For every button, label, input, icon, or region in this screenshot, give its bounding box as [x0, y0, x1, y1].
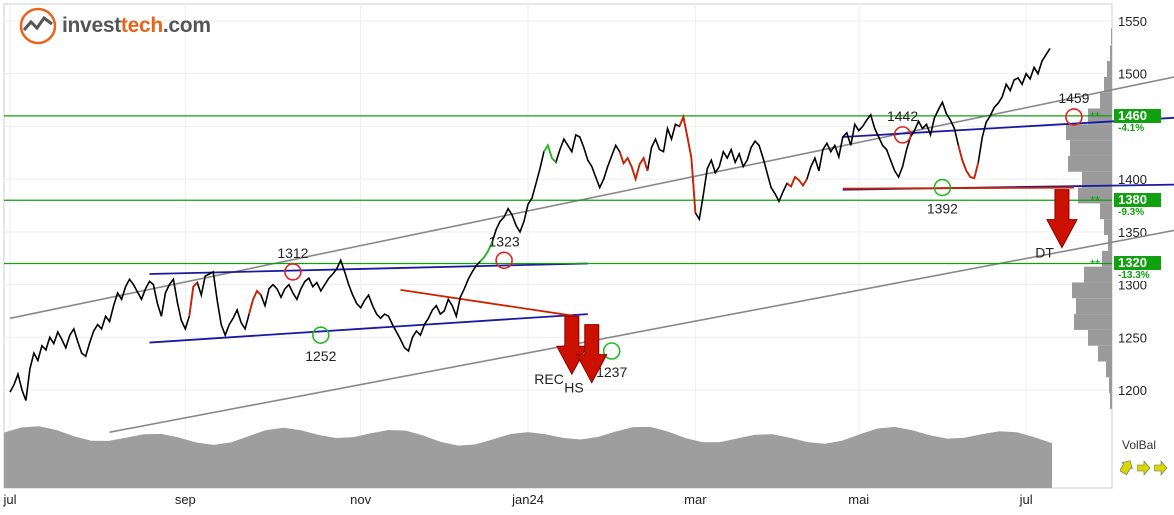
- volume-profile-bar: [1104, 219, 1112, 236]
- volbal-label: VolBal: [1122, 438, 1157, 452]
- price-line: [9, 47, 1051, 401]
- yellow-arrow-right-icon: [1154, 460, 1168, 476]
- trend-line: [842, 116, 1174, 138]
- price-level-value: 1460: [1118, 107, 1147, 123]
- bottom-marker: [933, 178, 952, 197]
- level-asterisk-marker: **: [1090, 109, 1100, 124]
- volume-profile-bar: [1110, 45, 1112, 62]
- volume-profile-bar: [1072, 282, 1112, 299]
- top-marker: [284, 263, 302, 281]
- top-value-label: 1312: [277, 245, 308, 261]
- trend-line: [109, 229, 1174, 433]
- top-value-label: 1459: [1058, 90, 1089, 106]
- price-line-green-segment: [543, 143, 557, 163]
- volume-balance-area: [4, 426, 1052, 488]
- volume-profile-bar: [1076, 298, 1112, 315]
- price-level-percent: -9.3%: [1114, 207, 1161, 219]
- bottom-value-label: 1237: [596, 364, 627, 380]
- y-tick-label: 1400: [1118, 172, 1147, 187]
- volume-profile-bar: [1082, 171, 1112, 188]
- price-level-tag: 1460 -4.1%: [1114, 107, 1161, 134]
- bottom-value-label: 1252: [305, 348, 336, 364]
- bottom-value-label: 1392: [927, 201, 958, 217]
- volume-profile-bar: [1098, 345, 1112, 362]
- price-line-red-segment: [248, 289, 262, 315]
- investtech-logo-icon: [19, 7, 57, 45]
- volume-profile-bar: [1088, 329, 1112, 346]
- sell-signal-label: HS: [564, 380, 583, 396]
- y-tick-label: 1200: [1118, 383, 1147, 398]
- yellow-arrow-right-icon: [1137, 460, 1151, 476]
- x-tick-label: mar: [684, 492, 707, 507]
- investtech-logo: investtech.com: [18, 6, 211, 46]
- logo-text: investtech.com: [62, 14, 211, 37]
- yellow-arrow-up-right-icon: [1120, 460, 1133, 476]
- sell-signal-label: DT: [1035, 245, 1054, 261]
- price-level-tag: 1380 -9.3%: [1114, 192, 1161, 219]
- y-tick-label: 1500: [1118, 67, 1147, 82]
- volume-profile-bar: [1070, 140, 1112, 156]
- y-tick-label: 1550: [1118, 14, 1147, 29]
- volume-profile-bar: [1109, 377, 1112, 394]
- plot-frame: [3, 3, 1113, 489]
- top-marker: [495, 251, 513, 270]
- volume-profile-bar: [1107, 61, 1112, 77]
- x-tick-label: nov: [350, 492, 371, 507]
- trend-line: [842, 186, 1074, 190]
- sell-signal-arrow: [1046, 189, 1078, 249]
- x-tick-label: jul: [1019, 492, 1033, 507]
- x-tick-label: mai: [848, 492, 869, 507]
- price-level-tag: 1320 -13.3%: [1114, 255, 1161, 282]
- volume-profile-bar: [1102, 250, 1112, 267]
- volume-profile-bar: [1106, 361, 1112, 378]
- y-tick-label: 1350: [1118, 225, 1147, 240]
- x-tick-label: sep: [175, 492, 196, 507]
- price-line-green-segment: [479, 242, 493, 263]
- trend-line: [9, 76, 1174, 320]
- volume-profile-bar: [1078, 187, 1112, 204]
- volume-profile-bar: [1084, 266, 1112, 283]
- volume-profile-bar: [1066, 124, 1112, 141]
- level-asterisk-marker: **: [1090, 193, 1100, 208]
- x-tick-label: jul: [2, 492, 16, 507]
- trend-line: [149, 262, 588, 275]
- price-level-percent: -4.1%: [1114, 122, 1161, 134]
- trend-line: [400, 288, 576, 318]
- top-marker: [893, 126, 912, 144]
- top-value-label: 1323: [489, 233, 520, 249]
- price-line-red-segment: [957, 145, 980, 180]
- volume-profile-bar: [1110, 393, 1112, 409]
- price-line-red-segment: [678, 113, 697, 213]
- price-line-red-segment: [786, 175, 808, 188]
- bottom-marker: [312, 326, 330, 344]
- sell-signal-arrow: [575, 324, 608, 384]
- volume-profile-bar: [1100, 92, 1112, 109]
- level-asterisk-marker: **: [1090, 256, 1100, 271]
- price-level-value: 1380: [1118, 192, 1147, 208]
- volbal-arrows: [1120, 460, 1168, 476]
- trend-line: [149, 313, 588, 344]
- y-tick-label: 1250: [1118, 330, 1147, 345]
- price-line-red-segment: [188, 281, 198, 317]
- top-value-label: 1442: [887, 108, 918, 124]
- bottom-marker: [602, 342, 621, 360]
- volume-profile-bar: [1100, 203, 1112, 220]
- price-level-percent: -13.3%: [1114, 270, 1161, 282]
- price-level-value: 1320: [1118, 255, 1147, 271]
- x-tick-label: jan24: [511, 492, 544, 507]
- price-line-red-segment: [618, 151, 649, 183]
- sell-signal-label: REC: [534, 371, 564, 387]
- top-marker: [1065, 108, 1083, 126]
- volume-profile-bar: [1074, 314, 1112, 330]
- volume-profile-bar: [1111, 28, 1112, 45]
- volume-profile-bar: [1104, 76, 1112, 93]
- volume-profile-bar: [1068, 155, 1112, 172]
